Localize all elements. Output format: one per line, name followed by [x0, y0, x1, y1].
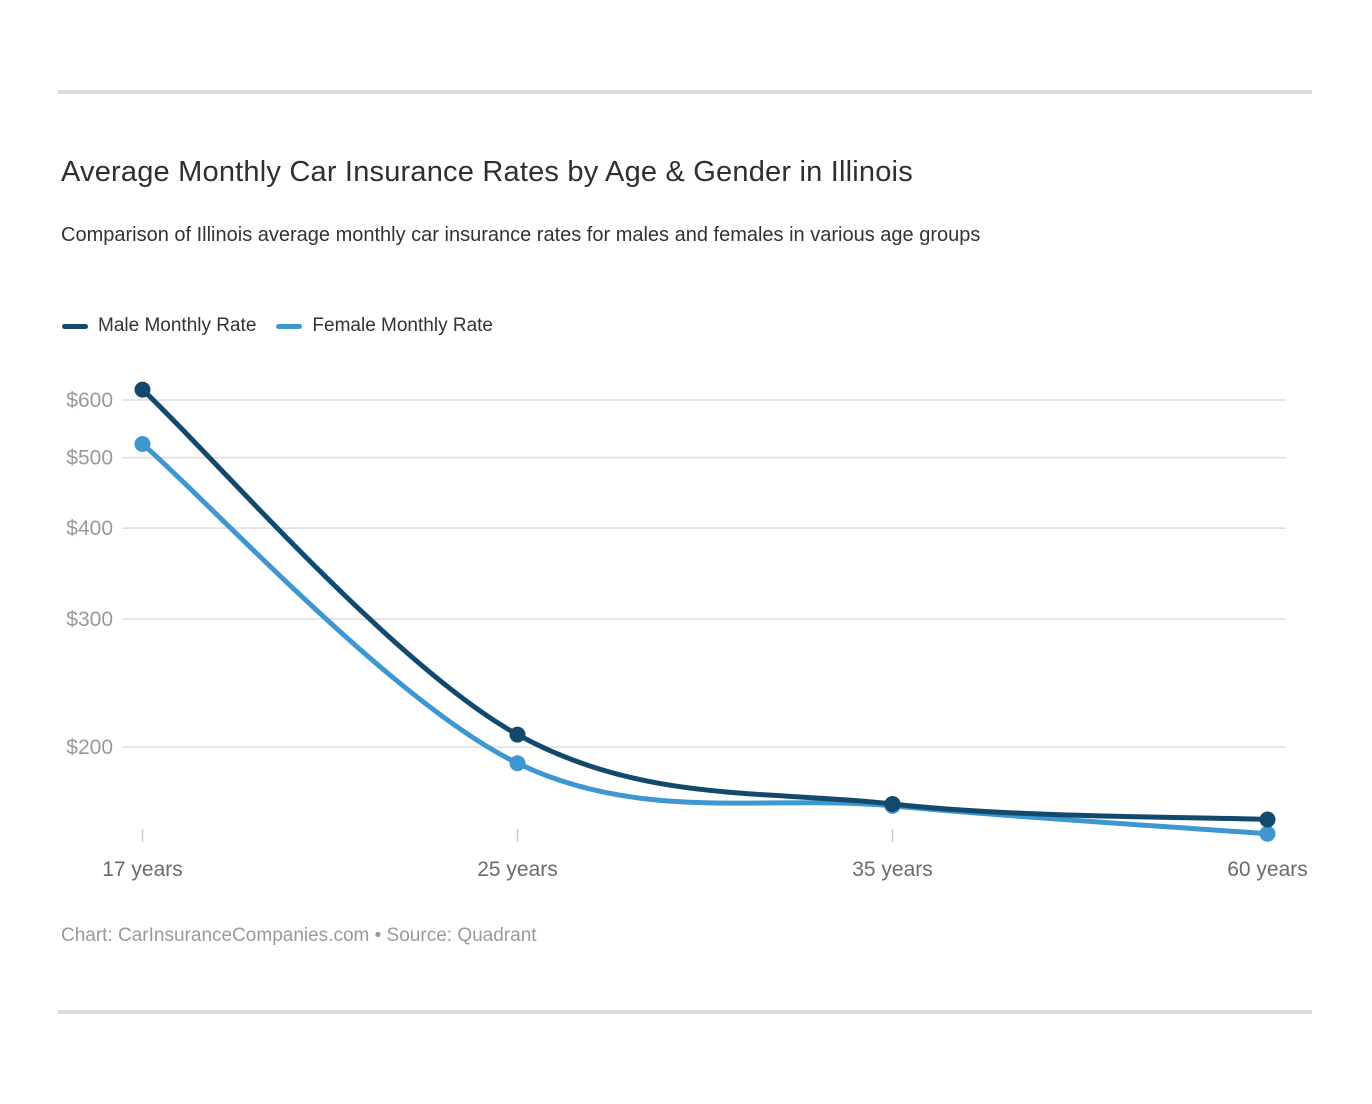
series-line-male-monthly-rate: [140, 387, 1270, 822]
y-axis-label-200: $200: [66, 736, 113, 759]
data-point-female-monthly-rate-3: [1259, 825, 1276, 842]
y-axis-label-500: $500: [66, 447, 113, 470]
y-axis-label-600: $600: [66, 389, 113, 412]
bottom-divider: [58, 1010, 1312, 1014]
legend-label-male: Male Monthly Rate: [98, 315, 257, 336]
male-line-swatch: [62, 323, 88, 329]
series-line-female-monthly-rate: [140, 441, 1270, 837]
y-axis-label-400: $400: [66, 517, 113, 540]
x-axis-label-3: 60 years: [1227, 858, 1308, 881]
chart-footer: Chart: CarInsuranceCompanies.com • Sourc…: [61, 925, 537, 946]
top-divider: [58, 90, 1312, 94]
data-point-male-monthly-rate-1: [509, 726, 526, 743]
x-axis-label-0: 17 years: [102, 858, 183, 881]
chart-legend: Male Monthly Rate Female Monthly Rate: [62, 312, 493, 340]
x-axis-label-1: 25 years: [477, 858, 558, 881]
data-point-male-monthly-rate-2: [884, 795, 901, 812]
legend-item-male: Male Monthly Rate: [62, 315, 256, 337]
y-axis-label-300: $300: [66, 608, 113, 631]
data-point-female-monthly-rate-1: [509, 755, 526, 772]
legend-label-female: Female Monthly Rate: [312, 315, 493, 336]
data-point-male-monthly-rate-3: [1259, 811, 1276, 828]
x-axis-label-2: 35 years: [852, 858, 933, 881]
data-point-female-monthly-rate-0: [134, 435, 151, 452]
chart-subtitle: Comparison of Illinois average monthly c…: [61, 224, 981, 246]
female-line-swatch: [276, 323, 303, 329]
chart-title: Average Monthly Car Insurance Rates by A…: [61, 156, 913, 188]
data-point-male-monthly-rate-0: [134, 381, 151, 398]
legend-item-female: Female Monthly Rate: [276, 315, 493, 337]
